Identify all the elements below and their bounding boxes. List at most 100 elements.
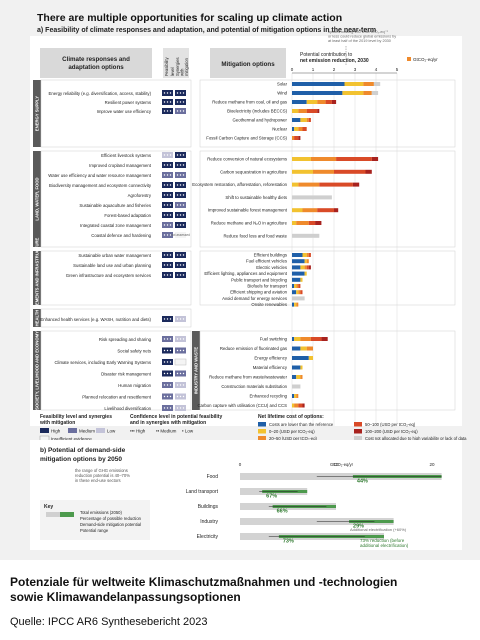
mitigation-bar-segment <box>292 195 332 200</box>
electricity-note: 73% reduction (before <box>360 538 405 543</box>
mitigation-bar-segment <box>336 157 372 161</box>
confidence-dot <box>179 184 182 186</box>
confidence-dot <box>182 184 185 186</box>
mitigation-option-label: Reduce methane from waste/wastewater <box>209 375 287 380</box>
confidence-dot <box>182 395 185 398</box>
synergy-cell <box>174 358 187 366</box>
confidence-dot <box>176 154 179 156</box>
mitigation-option-label: Reduce methane from coal, oil and gas <box>212 100 287 105</box>
mitigation-bar-segment <box>306 253 309 257</box>
legend-feasibility-label: Medium <box>79 429 95 434</box>
confidence-dot <box>169 174 172 176</box>
mitigation-bar-segment <box>334 169 366 174</box>
mitigation-bar-segment <box>300 277 303 282</box>
confidence-dot <box>169 194 172 196</box>
legend-insufficient-label: Insufficient evidence <box>51 437 92 442</box>
confidence-dot <box>163 254 166 256</box>
confidence-dot <box>166 349 169 352</box>
mitigation-bar-segment <box>306 265 309 270</box>
confidence-dot <box>176 372 179 375</box>
confidence-dot <box>163 234 166 236</box>
confidence-dot <box>163 224 166 226</box>
confidence-dot <box>182 194 185 196</box>
axis-tick-label: 4 <box>375 67 378 72</box>
mitigation-bar-segment <box>294 136 299 140</box>
confidence-dot <box>179 92 182 94</box>
confidence-dot <box>169 214 172 216</box>
legend-feasibility-swatch <box>68 428 77 433</box>
caption-line-2: sowie Klimawandelanpassungsoptionen <box>10 590 241 604</box>
confidence-dot <box>169 318 172 320</box>
mitigation-bar-segment <box>296 394 299 398</box>
confidence-dot <box>166 264 169 266</box>
confidence-dot <box>166 372 169 375</box>
confidence-dot <box>166 194 169 196</box>
mitigation-option-label: Public transport and bicycling <box>231 277 287 282</box>
legend-cost-label: 20–50 (USD per tCO₂-eq) <box>269 436 318 441</box>
mitigation-bar-segment <box>365 169 372 174</box>
confidence-dot <box>163 194 166 196</box>
confidence-dot <box>176 407 179 409</box>
mitigation-bar-segment <box>292 271 305 276</box>
adaptation-option-label: Water use efficiency and water resource … <box>48 173 152 178</box>
legend-cost-swatch <box>354 422 362 427</box>
confidence-dot <box>163 92 166 94</box>
sector-label: HEALTH <box>35 310 40 327</box>
mitigation-bar-segment <box>292 253 303 257</box>
confidence-dot <box>163 174 166 176</box>
mitigation-bar-segment <box>292 233 320 238</box>
adaptation-option-label: Efficient livestock systems <box>101 153 151 158</box>
adaptation-option-label: Sustainable aquaculture and fisheries <box>79 203 151 208</box>
legend-confidence-label: • Low <box>182 429 194 434</box>
confidence-dot <box>163 407 166 409</box>
mitigation-bar-segment <box>292 259 305 264</box>
adaptation-option-label: Sustainable land use and urban planning <box>73 263 151 268</box>
mitigation-bar-segment <box>310 157 337 161</box>
mitigation-bar-segment <box>292 375 297 379</box>
confidence-dot <box>179 318 182 320</box>
confidence-dot <box>163 274 166 276</box>
mitigation-bar-segment <box>296 284 299 288</box>
confidence-dot <box>163 338 166 340</box>
header-adaptation-line-2: adaptation options <box>68 64 124 71</box>
panel-b-row-label: Industry <box>200 519 218 525</box>
axis-tick-label: 5 <box>396 67 399 72</box>
mitigation-option-label: Avoid demand for energy services <box>222 296 287 301</box>
legend-cost-swatch <box>258 429 266 434</box>
mitigation-bar-segment <box>294 302 297 307</box>
confidence-dot <box>169 234 172 236</box>
mitigation-option-label: Enhanced recycling <box>249 394 287 399</box>
key-potential-swatch <box>60 512 74 517</box>
confidence-dot <box>179 264 182 266</box>
mitigation-bar-segment <box>371 157 379 161</box>
header-feasibility-text: Feasibility <box>164 56 169 76</box>
confidence-dot <box>169 184 172 186</box>
mitigation-bar-segment <box>352 182 360 187</box>
mitigation-bar-segment <box>313 169 334 174</box>
legend-cost-label: 0–20 (USD per tCO₂-eq) <box>269 429 315 434</box>
confidence-dot <box>182 384 185 386</box>
mitigation-bar-segment <box>321 337 328 341</box>
confidence-dot <box>179 154 182 156</box>
confidence-dot <box>176 274 179 276</box>
mitigation-bar-segment <box>292 302 295 307</box>
mitigation-bar-segment <box>334 208 339 213</box>
mitigation-bar-segment <box>315 221 322 225</box>
confidence-dot <box>179 214 182 216</box>
confidence-dot <box>176 110 179 112</box>
demand-percentage: 29% <box>353 524 364 530</box>
mitigation-bar-segment <box>292 109 299 113</box>
confidence-dot <box>169 372 172 375</box>
sector-label: SETTLEMENTS AND INFRASTRUCTURE <box>35 238 40 319</box>
mitigation-bar-segment <box>304 271 307 276</box>
confidence-dot <box>182 349 185 352</box>
mitigation-option-label: Fuel efficient vehicles <box>246 259 287 264</box>
confidence-dot <box>166 318 169 320</box>
legend-feasibility-swatch <box>40 428 49 433</box>
legend-cost-label: Cost not allocated due to high variabili… <box>365 436 467 441</box>
mitigation-bar-segment <box>304 259 307 264</box>
confidence-dot <box>176 384 179 386</box>
confidence-dot <box>166 92 169 94</box>
mitigation-option-label: Solar <box>277 82 288 87</box>
sector-band <box>33 251 41 305</box>
